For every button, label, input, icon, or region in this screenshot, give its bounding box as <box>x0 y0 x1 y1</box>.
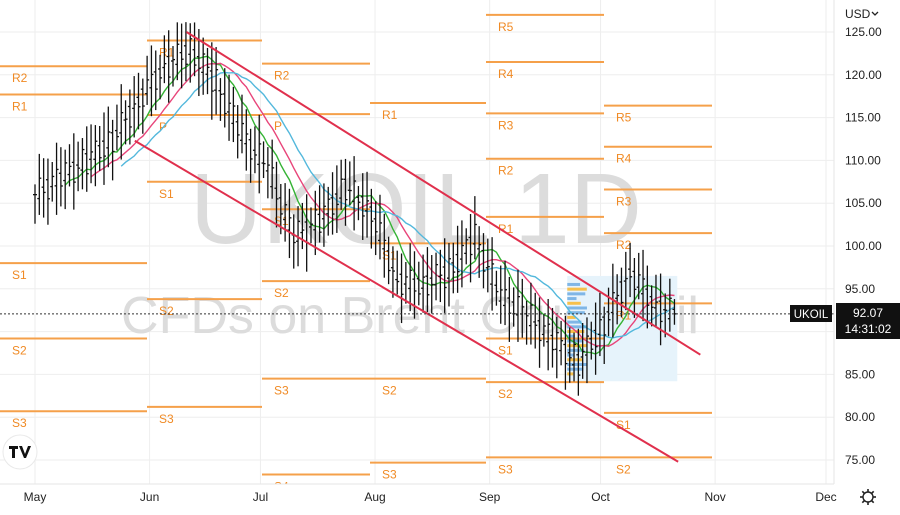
pivot-label: R4 <box>498 67 514 81</box>
pivot-label: S1 <box>498 343 513 357</box>
pivot-label: S3 <box>12 416 27 430</box>
price-tick-label: 120.00 <box>845 68 882 82</box>
pivot-label: S1 <box>12 268 27 282</box>
pivot-label: S2 <box>159 304 174 318</box>
price-tick-label: 115.00 <box>845 111 881 125</box>
pivot-label: R1 <box>159 46 175 60</box>
channel-line[interactable] <box>186 31 701 356</box>
symbol-badge-text: UKOIL <box>794 309 829 321</box>
volume-bar <box>567 358 583 362</box>
price-tick-label: 110.00 <box>845 153 881 167</box>
pivot-label: R1 <box>498 222 514 236</box>
volume-bar <box>567 306 587 310</box>
tv-logo-icon <box>9 446 31 458</box>
pivot-label: S2 <box>616 462 631 476</box>
moving-average-line <box>64 55 675 355</box>
pivot-label: R4 <box>616 152 632 166</box>
pivot-label: R2 <box>498 164 514 178</box>
pivot-label: S3 <box>382 468 397 482</box>
volume-bar <box>567 311 585 315</box>
volume-bar <box>567 315 576 319</box>
moving-average-line <box>120 71 675 339</box>
price-axis-bg <box>834 0 900 484</box>
symbol-badge <box>790 305 832 322</box>
pivot-label: R3 <box>498 118 514 132</box>
volume-bar <box>567 301 581 305</box>
volume-bar <box>567 297 577 301</box>
last-price-value: 92.07 <box>853 306 883 320</box>
pivot-label: S3 <box>498 462 513 476</box>
time-axis[interactable]: May Jun Jul Aug Sep Oct Nov Dec <box>24 490 837 504</box>
pivot-label: R1 <box>382 108 398 122</box>
currency-button[interactable]: USD <box>845 7 879 21</box>
price-tick-label: 105.00 <box>845 196 882 210</box>
time-tick-label: Oct <box>591 490 610 504</box>
price-tick-label: 85.00 <box>845 367 875 381</box>
pivot-label: R2 <box>12 71 28 85</box>
pivot-label: S2 <box>12 343 27 357</box>
pivot-label: R2 <box>616 238 632 252</box>
volume-bar <box>567 367 584 371</box>
volume-bar <box>567 325 588 329</box>
pivot-label: R2 <box>274 69 290 83</box>
pivot-label: R1 <box>12 99 28 113</box>
pivot-label: R3 <box>616 195 632 209</box>
pivot-label: R5 <box>498 20 514 34</box>
time-tick-label: May <box>24 490 47 504</box>
volume-bar <box>567 334 575 338</box>
volume-bar <box>567 320 582 324</box>
grid <box>0 0 834 484</box>
volume-bar <box>567 353 575 357</box>
pivot-label: S2 <box>382 384 397 398</box>
volume-bar <box>567 348 584 352</box>
pivot-label: P <box>274 119 282 133</box>
trend-channel[interactable] <box>134 31 701 463</box>
time-tick-label: Jul <box>253 490 268 504</box>
volume-bar <box>567 344 588 348</box>
chevron-down-icon <box>871 11 879 16</box>
price-tick-label: 80.00 <box>845 410 875 424</box>
volume-bar <box>567 292 586 296</box>
price-tick-label: 95.00 <box>845 282 875 296</box>
currency-label[interactable]: USD <box>845 7 871 21</box>
time-tick-label: Nov <box>704 490 725 504</box>
price-tick-label: 75.00 <box>845 453 875 467</box>
pivot-label: S3 <box>159 412 174 426</box>
time-axis-bg <box>0 484 900 510</box>
price-badge <box>836 303 900 339</box>
price-tick-label: 125.00 <box>845 25 882 39</box>
channel-line[interactable] <box>134 139 679 463</box>
volume-bar <box>567 287 587 291</box>
pivot-label: S2 <box>498 387 513 401</box>
price-tick-label: 100.00 <box>845 239 882 253</box>
time-tick-label: Sep <box>479 490 501 504</box>
time-tick-label: Dec <box>815 490 836 504</box>
tradingview-logo[interactable] <box>2 434 38 470</box>
moving-average-line <box>90 62 675 348</box>
pivot-label: S3 <box>274 384 289 398</box>
pivot-label: S1 <box>159 187 174 201</box>
pivot-label: R5 <box>616 111 632 125</box>
settings-button[interactable] <box>860 489 876 505</box>
time-tick-label: Aug <box>364 490 385 504</box>
last-price-label: UKOIL 92.07 14:31:02 <box>790 303 900 339</box>
pivot-label: S1 <box>616 418 631 432</box>
pivot-label: S2 <box>274 286 289 300</box>
volume-bar <box>567 282 581 286</box>
volume-bar <box>567 362 588 366</box>
moving-averages <box>64 55 675 355</box>
time-tick-label: Jun <box>140 490 159 504</box>
countdown-time: 14:31:02 <box>845 322 892 336</box>
